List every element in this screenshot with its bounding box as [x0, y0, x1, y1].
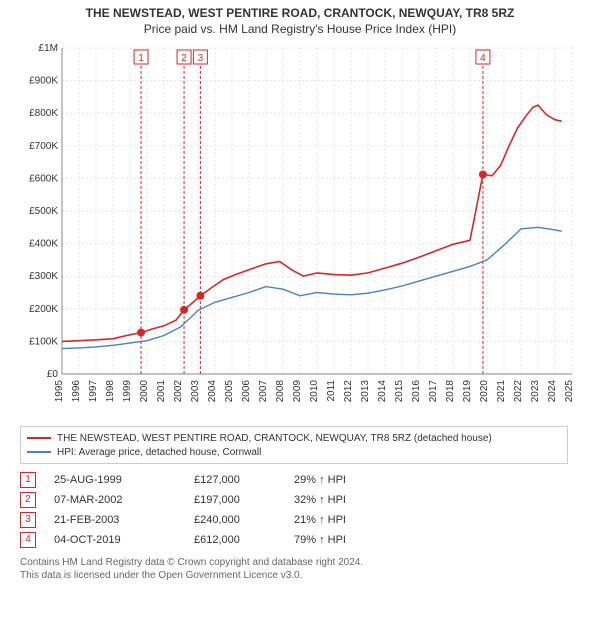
sales-row-number: 2 [20, 492, 36, 508]
x-tick-label: 2013 [360, 380, 371, 403]
footer-line-1: Contains HM Land Registry data © Crown c… [20, 556, 580, 569]
x-tick-label: 2014 [377, 380, 388, 403]
legend-label: HPI: Average price, detached house, Corn… [57, 447, 261, 458]
x-tick-label: 2002 [173, 380, 184, 403]
legend-item: THE NEWSTEAD, WEST PENTIRE ROAD, CRANTOC… [27, 431, 561, 445]
x-tick-label: 1995 [54, 380, 65, 403]
sales-row-relative: 29% ↑ HPI [294, 474, 346, 486]
sales-row-price: £240,000 [194, 514, 294, 526]
x-tick-label: 2012 [343, 380, 354, 403]
x-tick-label: 2001 [156, 380, 167, 403]
x-tick-label: 2019 [462, 380, 473, 403]
x-tick-label: 2009 [292, 380, 303, 403]
y-tick-label: £1M [39, 43, 58, 54]
x-tick-label: 1998 [105, 380, 116, 403]
title-line-2: Price paid vs. HM Land Registry's House … [0, 22, 600, 36]
y-tick-label: £900K [29, 76, 58, 87]
sales-row-price: £612,000 [194, 534, 294, 546]
y-tick-label: £100K [29, 336, 58, 347]
x-tick-label: 2005 [224, 380, 235, 403]
legend-swatch [27, 437, 51, 439]
sales-row-relative: 32% ↑ HPI [294, 494, 346, 506]
x-tick-label: 2018 [445, 380, 456, 403]
sale-point-3 [196, 292, 204, 300]
sales-row: 3 21-FEB-2003£240,00021% ↑ HPI [20, 510, 580, 530]
legend-item: HPI: Average price, detached house, Corn… [27, 445, 561, 459]
x-tick-label: 1999 [122, 380, 133, 403]
sale-marker-label-2: 2 [181, 53, 187, 64]
x-tick-label: 2004 [207, 380, 218, 403]
y-tick-label: £600K [29, 173, 58, 184]
chart-legend: THE NEWSTEAD, WEST PENTIRE ROAD, CRANTOC… [20, 426, 568, 464]
sales-row-number: 3 [20, 512, 36, 528]
x-tick-label: 2007 [258, 380, 269, 403]
y-tick-label: £400K [29, 239, 58, 250]
sale-point-2 [180, 306, 188, 314]
x-tick-label: 2024 [547, 380, 558, 403]
x-tick-label: 2010 [309, 380, 320, 403]
y-tick-label: £500K [29, 206, 58, 217]
chart-svg: £0 £100K £200K £300K £400K £500K £600K £700K £80… [20, 42, 580, 422]
x-tick-label: 1997 [88, 380, 99, 403]
sales-row-relative: 21% ↑ HPI [294, 514, 346, 526]
x-tick-label: 2016 [411, 380, 422, 403]
x-tick-label: 2017 [428, 380, 439, 403]
sales-row-date: 04-OCT-2019 [54, 534, 194, 546]
y-tick-label: £0 [47, 369, 59, 380]
x-tick-label: 2021 [496, 380, 507, 403]
sale-point-1 [137, 329, 145, 337]
x-tick-label: 2025 [564, 380, 575, 403]
x-tick-label: 2003 [190, 380, 201, 403]
x-tick-label: 2006 [241, 380, 252, 403]
x-tick-label: 2008 [275, 380, 286, 403]
chart-title: THE NEWSTEAD, WEST PENTIRE ROAD, CRANTOC… [0, 0, 600, 36]
title-line-1: THE NEWSTEAD, WEST PENTIRE ROAD, CRANTOC… [0, 6, 600, 20]
sales-row-price: £127,000 [194, 474, 294, 486]
sale-marker-label-4: 4 [480, 53, 486, 64]
sales-row-relative: 79% ↑ HPI [294, 534, 346, 546]
attribution-footer: Contains HM Land Registry data © Crown c… [20, 556, 580, 582]
sales-row-date: 25-AUG-1999 [54, 474, 194, 486]
legend-swatch [27, 451, 51, 453]
x-tick-label: 2023 [530, 380, 541, 403]
sales-row-number: 4 [20, 532, 36, 548]
legend-label: THE NEWSTEAD, WEST PENTIRE ROAD, CRANTOC… [57, 433, 492, 444]
sales-row-date: 07-MAR-2002 [54, 494, 194, 506]
sale-marker-label-1: 1 [138, 53, 144, 64]
price-chart: £0 £100K £200K £300K £400K £500K £600K £700K £80… [20, 42, 580, 422]
x-tick-label: 2000 [139, 380, 150, 403]
sales-row-number: 1 [20, 472, 36, 488]
sales-row-price: £197,000 [194, 494, 294, 506]
x-tick-label: 1996 [71, 380, 82, 403]
sales-row: 4 04-OCT-2019£612,00079% ↑ HPI [20, 530, 580, 550]
x-tick-label: 2022 [513, 380, 524, 403]
footer-line-2: This data is licensed under the Open Gov… [20, 569, 580, 582]
x-tick-label: 2020 [479, 380, 490, 403]
sale-marker-label-3: 3 [198, 53, 204, 64]
y-tick-label: £300K [29, 271, 58, 282]
sale-point-4 [479, 170, 487, 178]
y-tick-label: £200K [29, 304, 58, 315]
x-tick-label: 2011 [326, 380, 337, 402]
x-tick-label: 2015 [394, 380, 405, 403]
sales-table: 1 25-AUG-1999£127,00029% ↑ HPI 2 07-MAR-200… [20, 470, 580, 550]
sales-row: 2 07-MAR-2002£197,00032% ↑ HPI [20, 490, 580, 510]
sales-row-date: 21-FEB-2003 [54, 514, 194, 526]
y-tick-label: £700K [29, 141, 58, 152]
y-tick-label: £800K [29, 108, 58, 119]
sales-row: 1 25-AUG-1999£127,00029% ↑ HPI [20, 470, 580, 490]
